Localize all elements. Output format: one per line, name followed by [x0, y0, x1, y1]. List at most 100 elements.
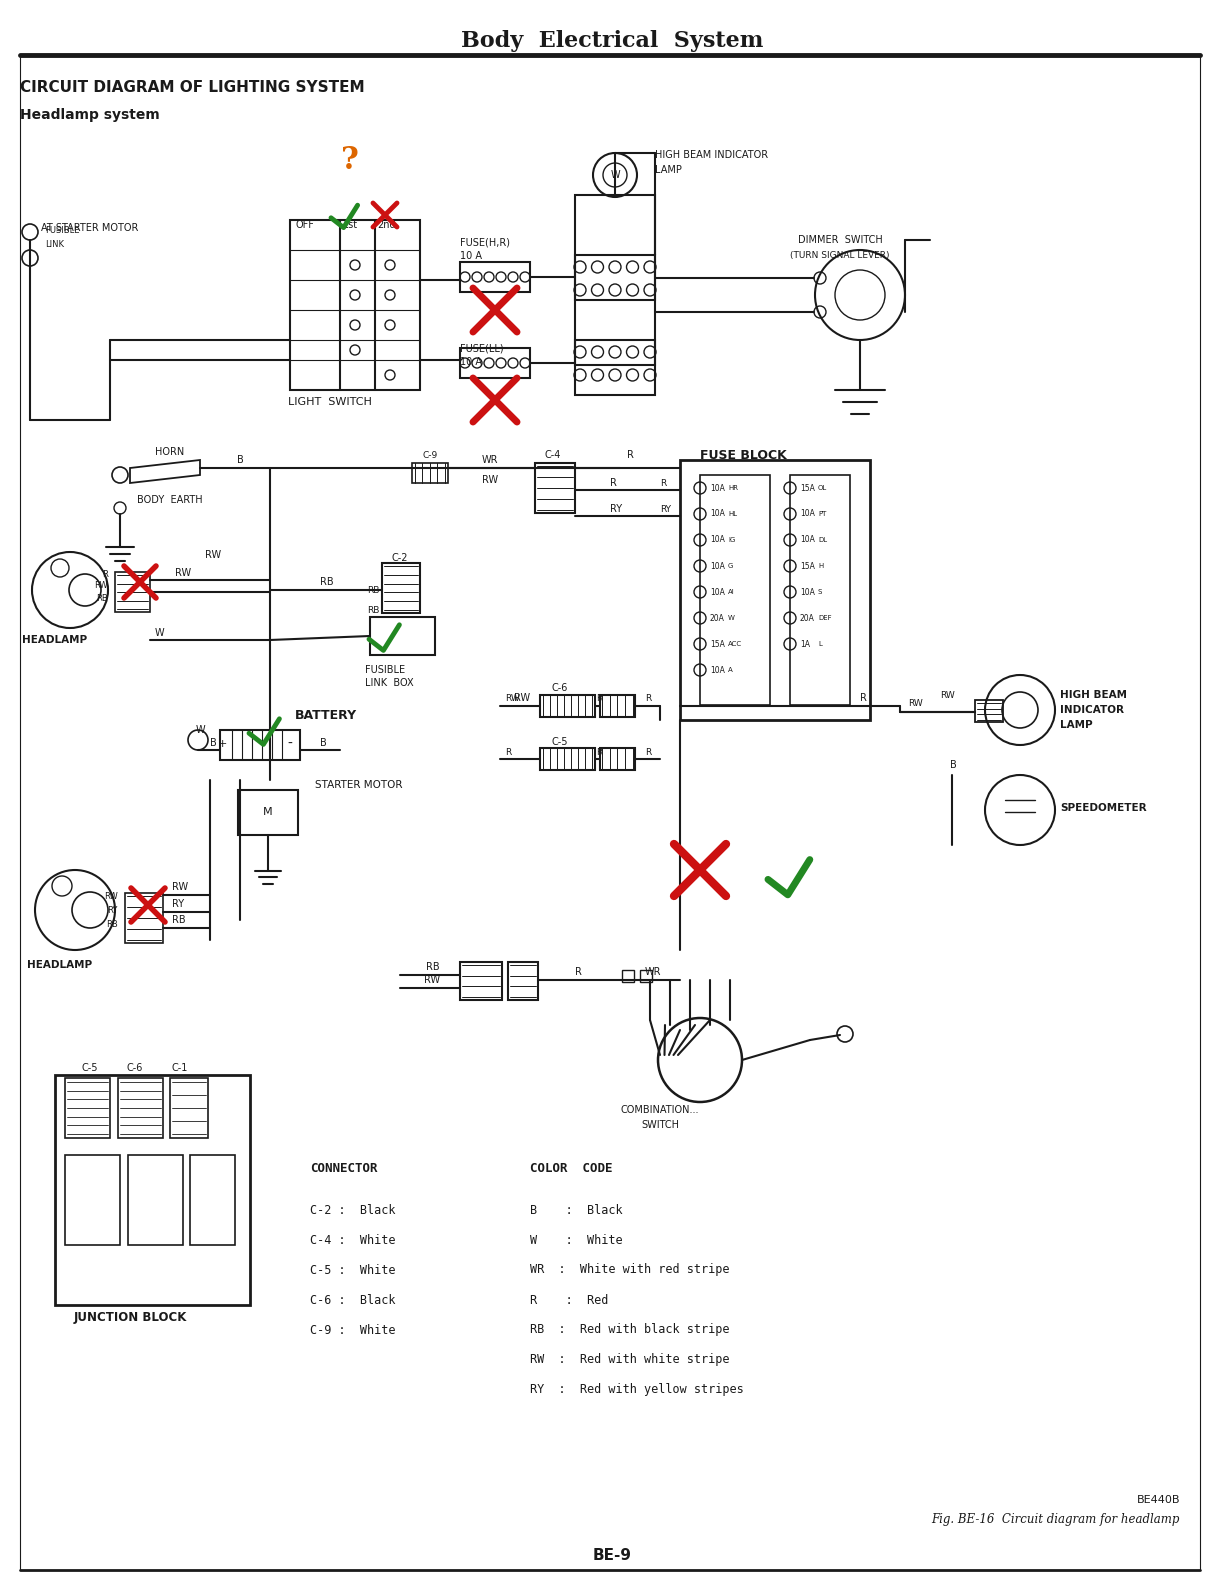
Bar — [640, 969, 652, 982]
Bar — [789, 475, 849, 705]
Text: W: W — [611, 169, 619, 181]
Text: AI: AI — [728, 589, 734, 596]
Text: 15A: 15A — [800, 561, 815, 570]
Text: ?: ? — [341, 146, 359, 176]
Text: COMBINATION...: COMBINATION... — [621, 1106, 699, 1115]
Bar — [460, 261, 530, 291]
Text: C-5: C-5 — [552, 737, 568, 748]
Text: C-2 :  Black: C-2 : Black — [310, 1204, 395, 1217]
Text: IG: IG — [728, 537, 736, 543]
Bar — [65, 1155, 120, 1245]
Text: C-4 :  White: C-4 : White — [310, 1234, 395, 1247]
Text: RW: RW — [424, 976, 439, 985]
Bar — [65, 1079, 110, 1137]
Text: FUSE(LL): FUSE(LL) — [460, 344, 503, 353]
Text: 1st: 1st — [343, 220, 359, 230]
Text: RW: RW — [173, 882, 188, 892]
Bar — [976, 700, 1002, 722]
Bar — [290, 220, 420, 390]
Text: C-9: C-9 — [422, 450, 438, 459]
Text: ACC: ACC — [728, 642, 742, 646]
Text: -: - — [288, 737, 293, 751]
Text: 10A: 10A — [710, 483, 725, 493]
Text: 10A: 10A — [710, 665, 725, 675]
Bar — [700, 475, 770, 705]
Text: B: B — [950, 760, 957, 770]
Text: C-5 :  White: C-5 : White — [310, 1264, 395, 1277]
Bar — [622, 969, 634, 982]
Text: HIGH BEAM: HIGH BEAM — [1060, 691, 1127, 700]
Text: R: R — [627, 450, 634, 459]
Text: RB: RB — [367, 586, 379, 594]
Text: JUNCTION BLOCK: JUNCTION BLOCK — [73, 1312, 187, 1324]
Text: PT: PT — [818, 512, 826, 516]
Bar — [237, 790, 297, 835]
Text: RW: RW — [94, 580, 108, 589]
Bar — [600, 695, 635, 718]
Bar — [540, 748, 595, 770]
Bar — [508, 961, 539, 1000]
Text: Fig. BE-16  Circuit diagram for headlamp: Fig. BE-16 Circuit diagram for headlamp — [931, 1513, 1180, 1527]
Text: LIGHT  SWITCH: LIGHT SWITCH — [288, 398, 372, 407]
Text: RW: RW — [204, 550, 222, 561]
Text: L: L — [818, 642, 821, 646]
Bar — [535, 463, 575, 513]
Text: 20A: 20A — [710, 613, 725, 623]
Text: STARTER MOTOR: STARTER MOTOR — [315, 779, 403, 790]
Text: W: W — [728, 615, 734, 621]
Text: Headlamp system: Headlamp system — [20, 108, 160, 122]
Text: R: R — [102, 570, 108, 578]
Text: R: R — [860, 694, 867, 703]
Text: 10A: 10A — [710, 588, 725, 597]
Text: BATTERY: BATTERY — [295, 708, 357, 721]
Text: B: B — [319, 738, 327, 748]
Text: C-2: C-2 — [392, 553, 409, 562]
Text: RY  :  Red with yellow stripes: RY : Red with yellow stripes — [530, 1383, 744, 1397]
Text: B: B — [211, 738, 217, 748]
Bar — [370, 618, 435, 656]
Text: C-9 :  White: C-9 : White — [310, 1324, 395, 1337]
Text: LAMP: LAMP — [1060, 721, 1093, 730]
Bar — [170, 1079, 208, 1137]
Text: R: R — [575, 966, 581, 977]
Text: 10A: 10A — [800, 510, 815, 518]
Text: W: W — [155, 627, 164, 638]
Text: RB  :  Red with black stripe: RB : Red with black stripe — [530, 1324, 730, 1337]
Text: FUSIBLE: FUSIBLE — [45, 225, 80, 234]
Text: RW: RW — [908, 699, 923, 708]
Bar — [575, 255, 655, 299]
Text: FUSE(H,R): FUSE(H,R) — [460, 238, 510, 247]
Text: R: R — [596, 694, 602, 702]
Text: Body  Electrical  System: Body Electrical System — [460, 30, 764, 52]
Text: R: R — [506, 748, 512, 757]
Text: CONNECTOR: CONNECTOR — [310, 1161, 377, 1174]
Text: (TURN SIGNAL LEVER): (TURN SIGNAL LEVER) — [791, 250, 890, 260]
Text: DEF: DEF — [818, 615, 831, 621]
Text: RY: RY — [660, 504, 671, 513]
Text: 10A: 10A — [710, 561, 725, 570]
Text: R    :  Red: R : Red — [530, 1294, 608, 1307]
Text: FUSIBLE: FUSIBLE — [365, 665, 405, 675]
Text: R: R — [645, 748, 651, 757]
Text: BE-9: BE-9 — [592, 1548, 632, 1562]
Text: 10A: 10A — [710, 535, 725, 545]
Bar — [129, 1155, 184, 1245]
Text: C-6: C-6 — [127, 1063, 143, 1072]
Text: RB: RB — [97, 594, 108, 602]
Text: 10 A: 10 A — [460, 356, 482, 367]
Text: C-4: C-4 — [545, 450, 562, 459]
Text: R: R — [660, 478, 666, 488]
Text: 10A: 10A — [800, 588, 815, 597]
Text: HIGH BEAM INDICATOR: HIGH BEAM INDICATOR — [655, 150, 769, 160]
Text: RB: RB — [367, 605, 379, 615]
Text: OFF: OFF — [296, 220, 315, 230]
Text: R: R — [645, 694, 651, 702]
Text: RY: RY — [108, 906, 118, 914]
Text: W: W — [195, 725, 204, 735]
Bar — [118, 1079, 163, 1137]
Text: FUSE BLOCK: FUSE BLOCK — [700, 448, 787, 461]
Bar — [575, 341, 655, 394]
Bar — [220, 730, 300, 760]
Text: H: H — [818, 562, 824, 569]
Text: 10 A: 10 A — [460, 250, 482, 261]
